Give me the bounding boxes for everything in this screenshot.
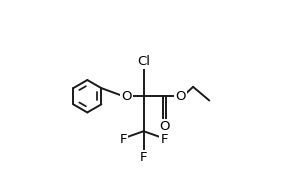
Text: F: F xyxy=(160,133,168,146)
Text: O: O xyxy=(175,90,185,103)
Text: F: F xyxy=(119,133,127,146)
Text: O: O xyxy=(121,90,132,103)
Text: Cl: Cl xyxy=(137,55,150,68)
Text: F: F xyxy=(140,151,147,164)
Text: O: O xyxy=(159,120,169,133)
